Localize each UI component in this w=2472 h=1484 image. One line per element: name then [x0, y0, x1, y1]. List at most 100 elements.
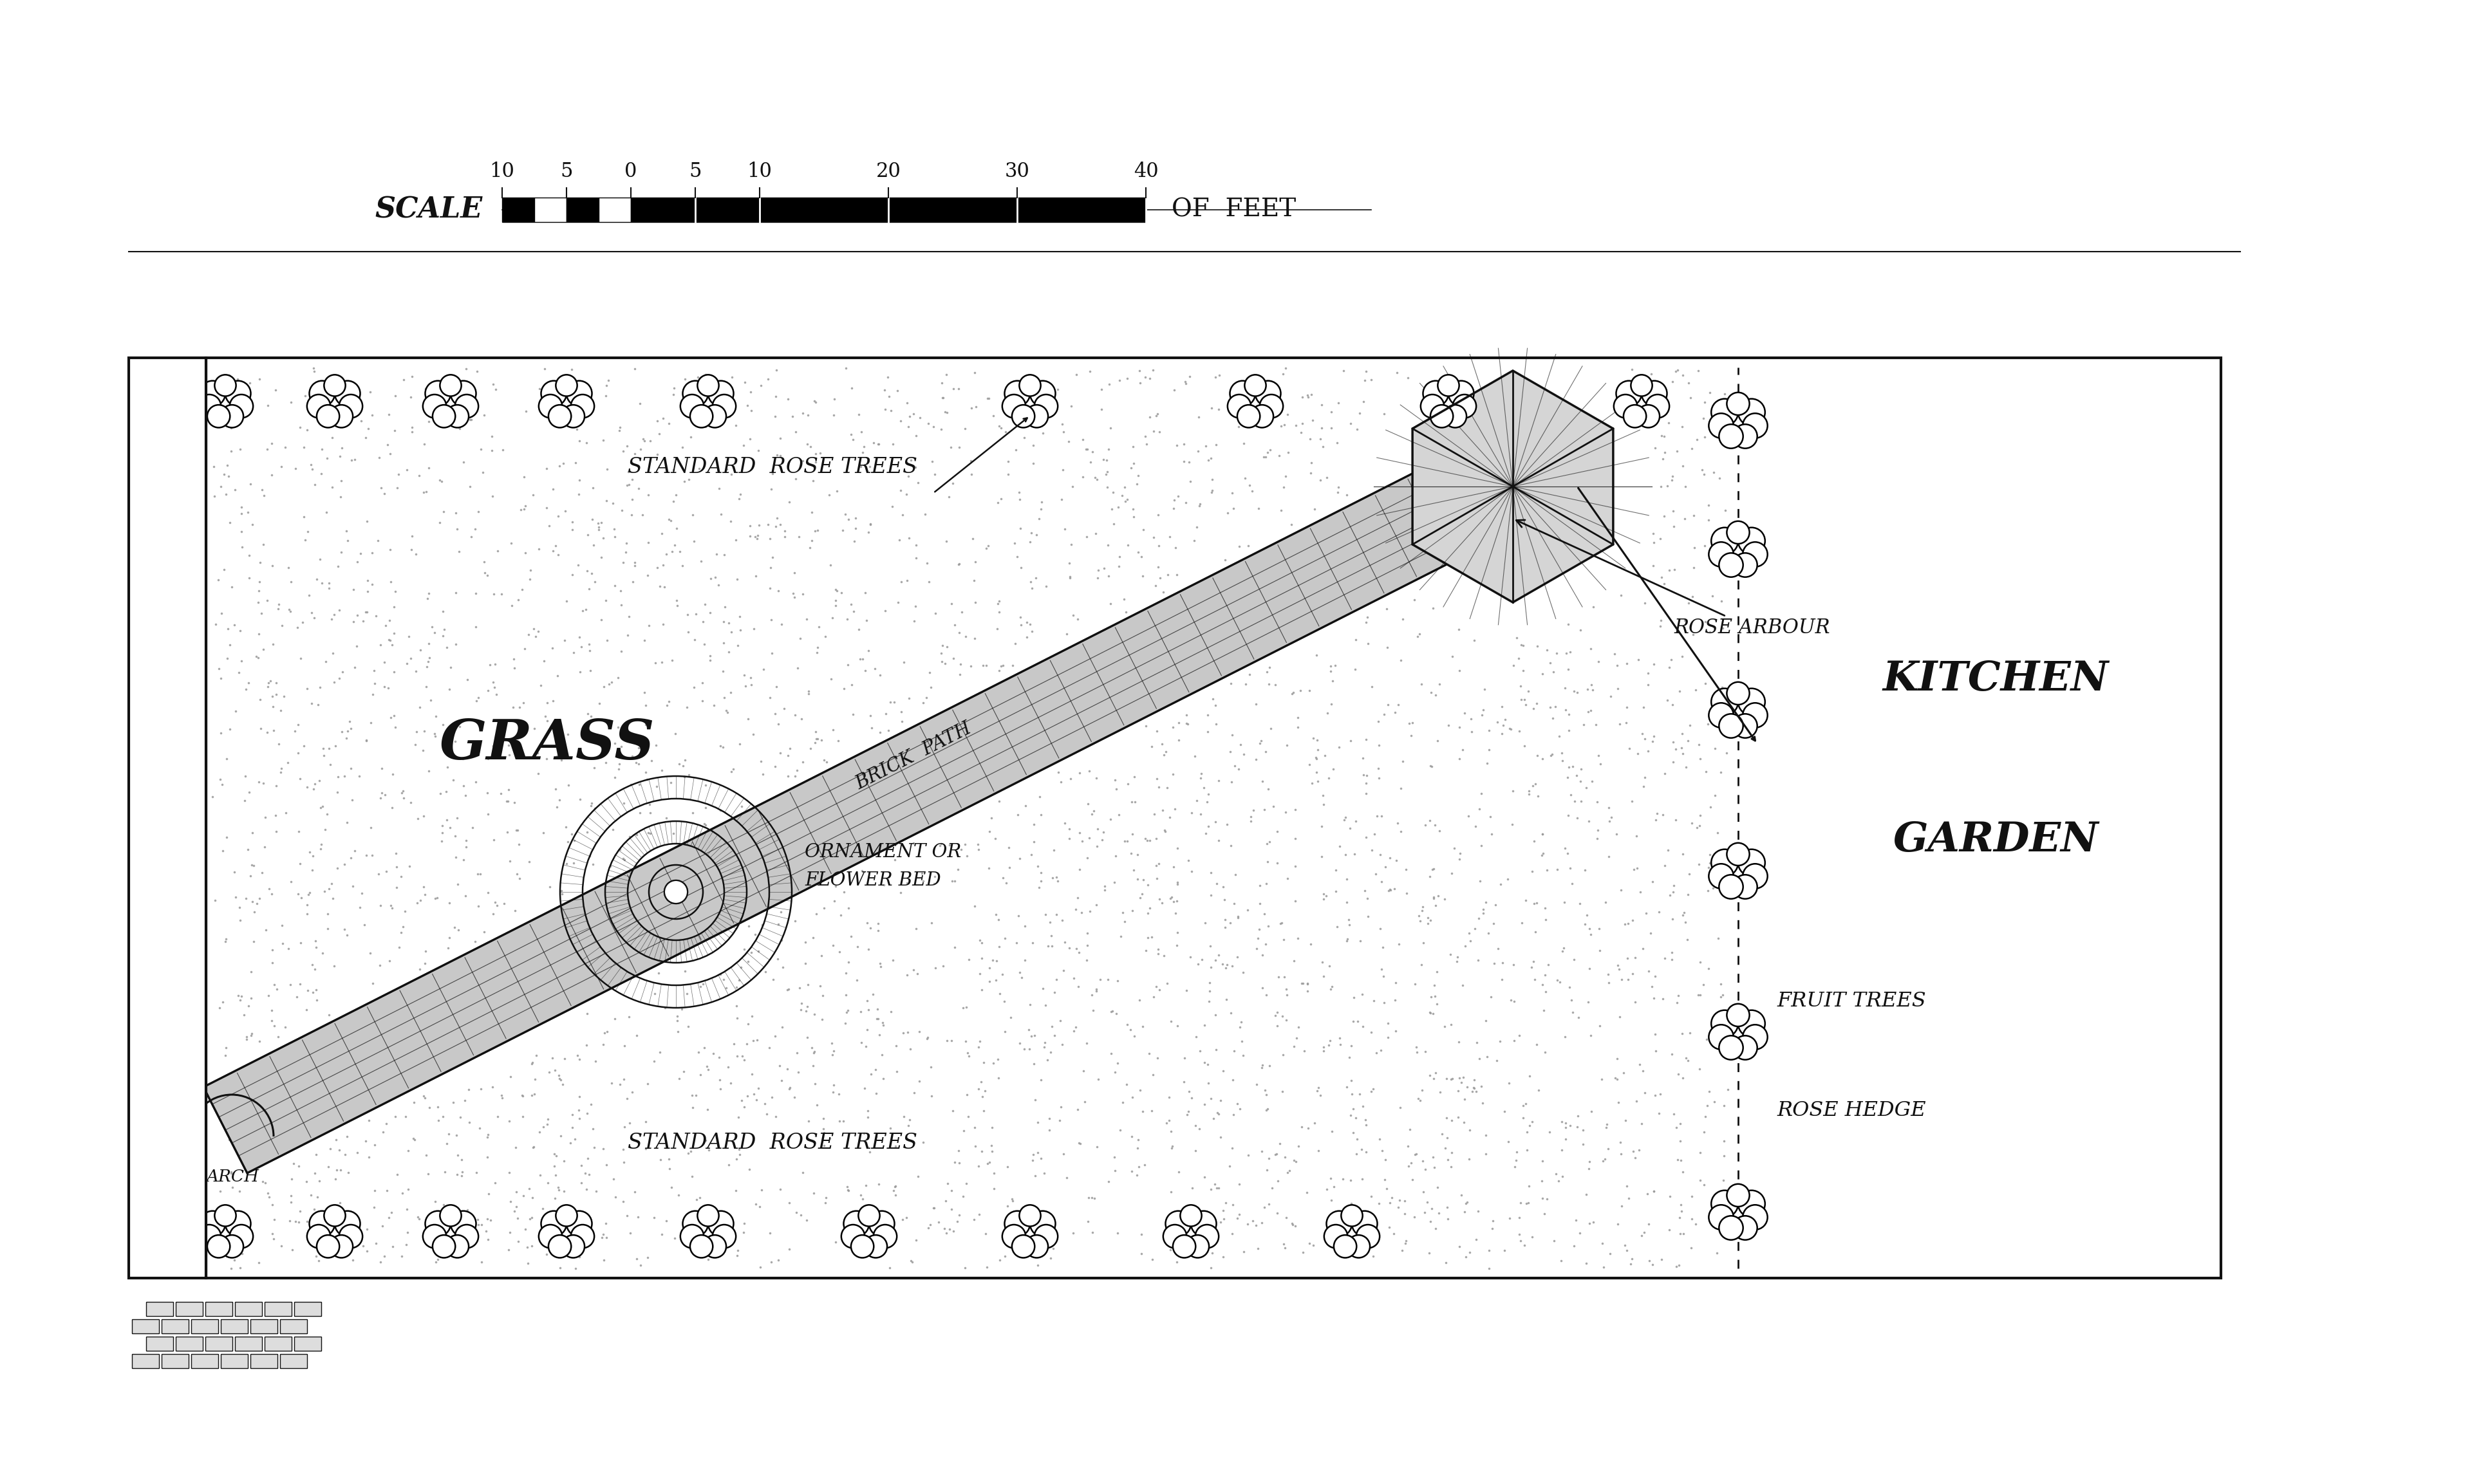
Point [1624, 766, 1664, 789]
Point [311, 607, 351, 631]
Text: 40: 40 [1135, 162, 1159, 181]
Point [287, 776, 326, 800]
Point [1159, 711, 1199, 735]
Point [366, 859, 405, 883]
Point [1192, 1241, 1231, 1264]
Point [1132, 925, 1172, 948]
Circle shape [309, 381, 334, 407]
Point [764, 956, 803, 979]
Point [252, 881, 292, 905]
Point [1167, 703, 1206, 727]
Circle shape [435, 1212, 467, 1245]
Point [732, 672, 771, 696]
Circle shape [712, 395, 737, 418]
Point [208, 647, 247, 671]
Point [813, 605, 853, 629]
Point [724, 1048, 764, 1071]
Point [1439, 715, 1478, 739]
Circle shape [873, 1224, 897, 1248]
Point [1458, 1046, 1498, 1070]
Point [586, 1211, 625, 1235]
Point [1402, 953, 1441, 976]
Point [566, 1101, 606, 1125]
Point [559, 1245, 598, 1269]
Point [1377, 361, 1416, 384]
Point [376, 876, 415, 899]
Circle shape [692, 381, 724, 416]
Point [410, 1095, 450, 1119]
Point [1496, 1149, 1535, 1172]
Point [393, 1091, 433, 1114]
Point [737, 527, 776, 551]
Point [1503, 911, 1543, 935]
Point [702, 735, 742, 758]
Point [344, 913, 383, 936]
Point [304, 941, 344, 965]
Point [1654, 558, 1693, 582]
Point [1145, 819, 1184, 843]
Point [1004, 1236, 1043, 1260]
Point [435, 500, 475, 524]
Point [1276, 1025, 1315, 1049]
Point [979, 1066, 1018, 1089]
Point [719, 487, 759, 510]
Point [334, 610, 373, 634]
Point [586, 589, 625, 613]
Point [1107, 367, 1147, 390]
Point [1083, 821, 1122, 844]
Bar [279, 1353, 307, 1368]
Point [252, 999, 292, 1022]
Point [1021, 861, 1060, 884]
Point [1686, 1104, 1725, 1128]
Point [413, 614, 452, 638]
Point [685, 1036, 724, 1060]
Point [1649, 473, 1688, 497]
Point [1078, 558, 1117, 582]
Point [1550, 856, 1589, 880]
Point [653, 540, 692, 564]
Circle shape [450, 1211, 477, 1236]
Point [314, 887, 353, 911]
Point [1607, 711, 1646, 735]
Point [1068, 922, 1107, 945]
Point [366, 613, 405, 637]
Point [561, 660, 601, 684]
Point [1226, 466, 1266, 490]
Point [643, 613, 682, 637]
Circle shape [1014, 1212, 1046, 1245]
Circle shape [1636, 405, 1659, 427]
Point [811, 1031, 850, 1055]
Point [658, 1020, 697, 1043]
Point [1347, 772, 1387, 795]
Point [974, 948, 1014, 972]
Point [1627, 901, 1666, 925]
Point [1068, 933, 1107, 957]
Point [1681, 459, 1721, 482]
Point [690, 1138, 729, 1162]
Point [939, 435, 979, 459]
Point [245, 533, 284, 556]
Point [613, 570, 653, 594]
Point [1493, 779, 1533, 803]
Point [1221, 1011, 1261, 1034]
Point [1664, 742, 1703, 766]
Point [1523, 662, 1562, 686]
Point [415, 620, 455, 644]
Point [1273, 1211, 1313, 1235]
Point [391, 855, 430, 879]
Point [843, 1187, 883, 1211]
Point [591, 855, 630, 879]
Point [1468, 718, 1508, 742]
Point [630, 822, 670, 846]
Circle shape [215, 1205, 235, 1226]
Point [284, 735, 324, 758]
Point [1515, 892, 1555, 916]
Point [801, 944, 840, 968]
Point [482, 1086, 522, 1110]
Point [1466, 1123, 1505, 1147]
Point [623, 427, 662, 451]
Point [870, 1116, 910, 1140]
Point [556, 1227, 596, 1251]
Point [376, 384, 415, 408]
Point [658, 1183, 697, 1206]
